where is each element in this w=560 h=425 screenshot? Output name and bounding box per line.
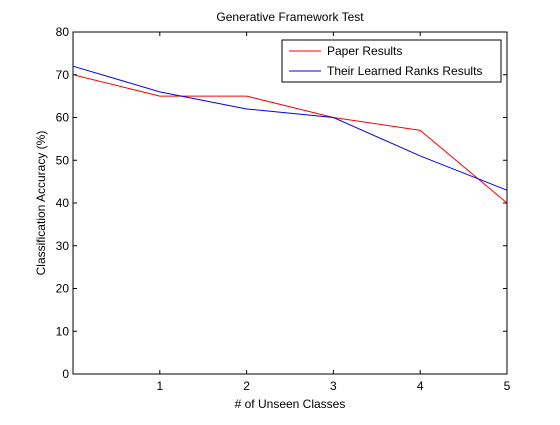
- y-tick-label: 40: [56, 196, 70, 210]
- y-tick-label: 20: [56, 282, 70, 296]
- y-tick-label: 0: [62, 367, 69, 381]
- y-axis-label: Classification Accuracy (%): [34, 131, 48, 276]
- x-tick-label: 4: [417, 379, 424, 393]
- legend: Paper Results Their Learned Ranks Results: [282, 40, 501, 82]
- legend-label: Their Learned Ranks Results: [327, 64, 482, 78]
- y-tick-label: 80: [56, 25, 70, 39]
- x-tick-label: 1: [156, 379, 163, 393]
- y-tick-label: 30: [56, 239, 70, 253]
- legend-label: Paper Results: [327, 44, 402, 58]
- y-tick-label: 70: [56, 68, 70, 82]
- x-tick-label: 2: [243, 379, 250, 393]
- y-tick-label: 60: [56, 111, 70, 125]
- x-tick-label: 3: [330, 379, 337, 393]
- chart-title: Generative Framework Test: [216, 10, 364, 24]
- x-tick-label: 5: [504, 379, 511, 393]
- y-tick-label: 10: [56, 324, 70, 338]
- plot-background: [73, 32, 507, 374]
- x-axis-label: # of Unseen Classes: [235, 397, 346, 411]
- y-tick-label: 50: [56, 153, 70, 167]
